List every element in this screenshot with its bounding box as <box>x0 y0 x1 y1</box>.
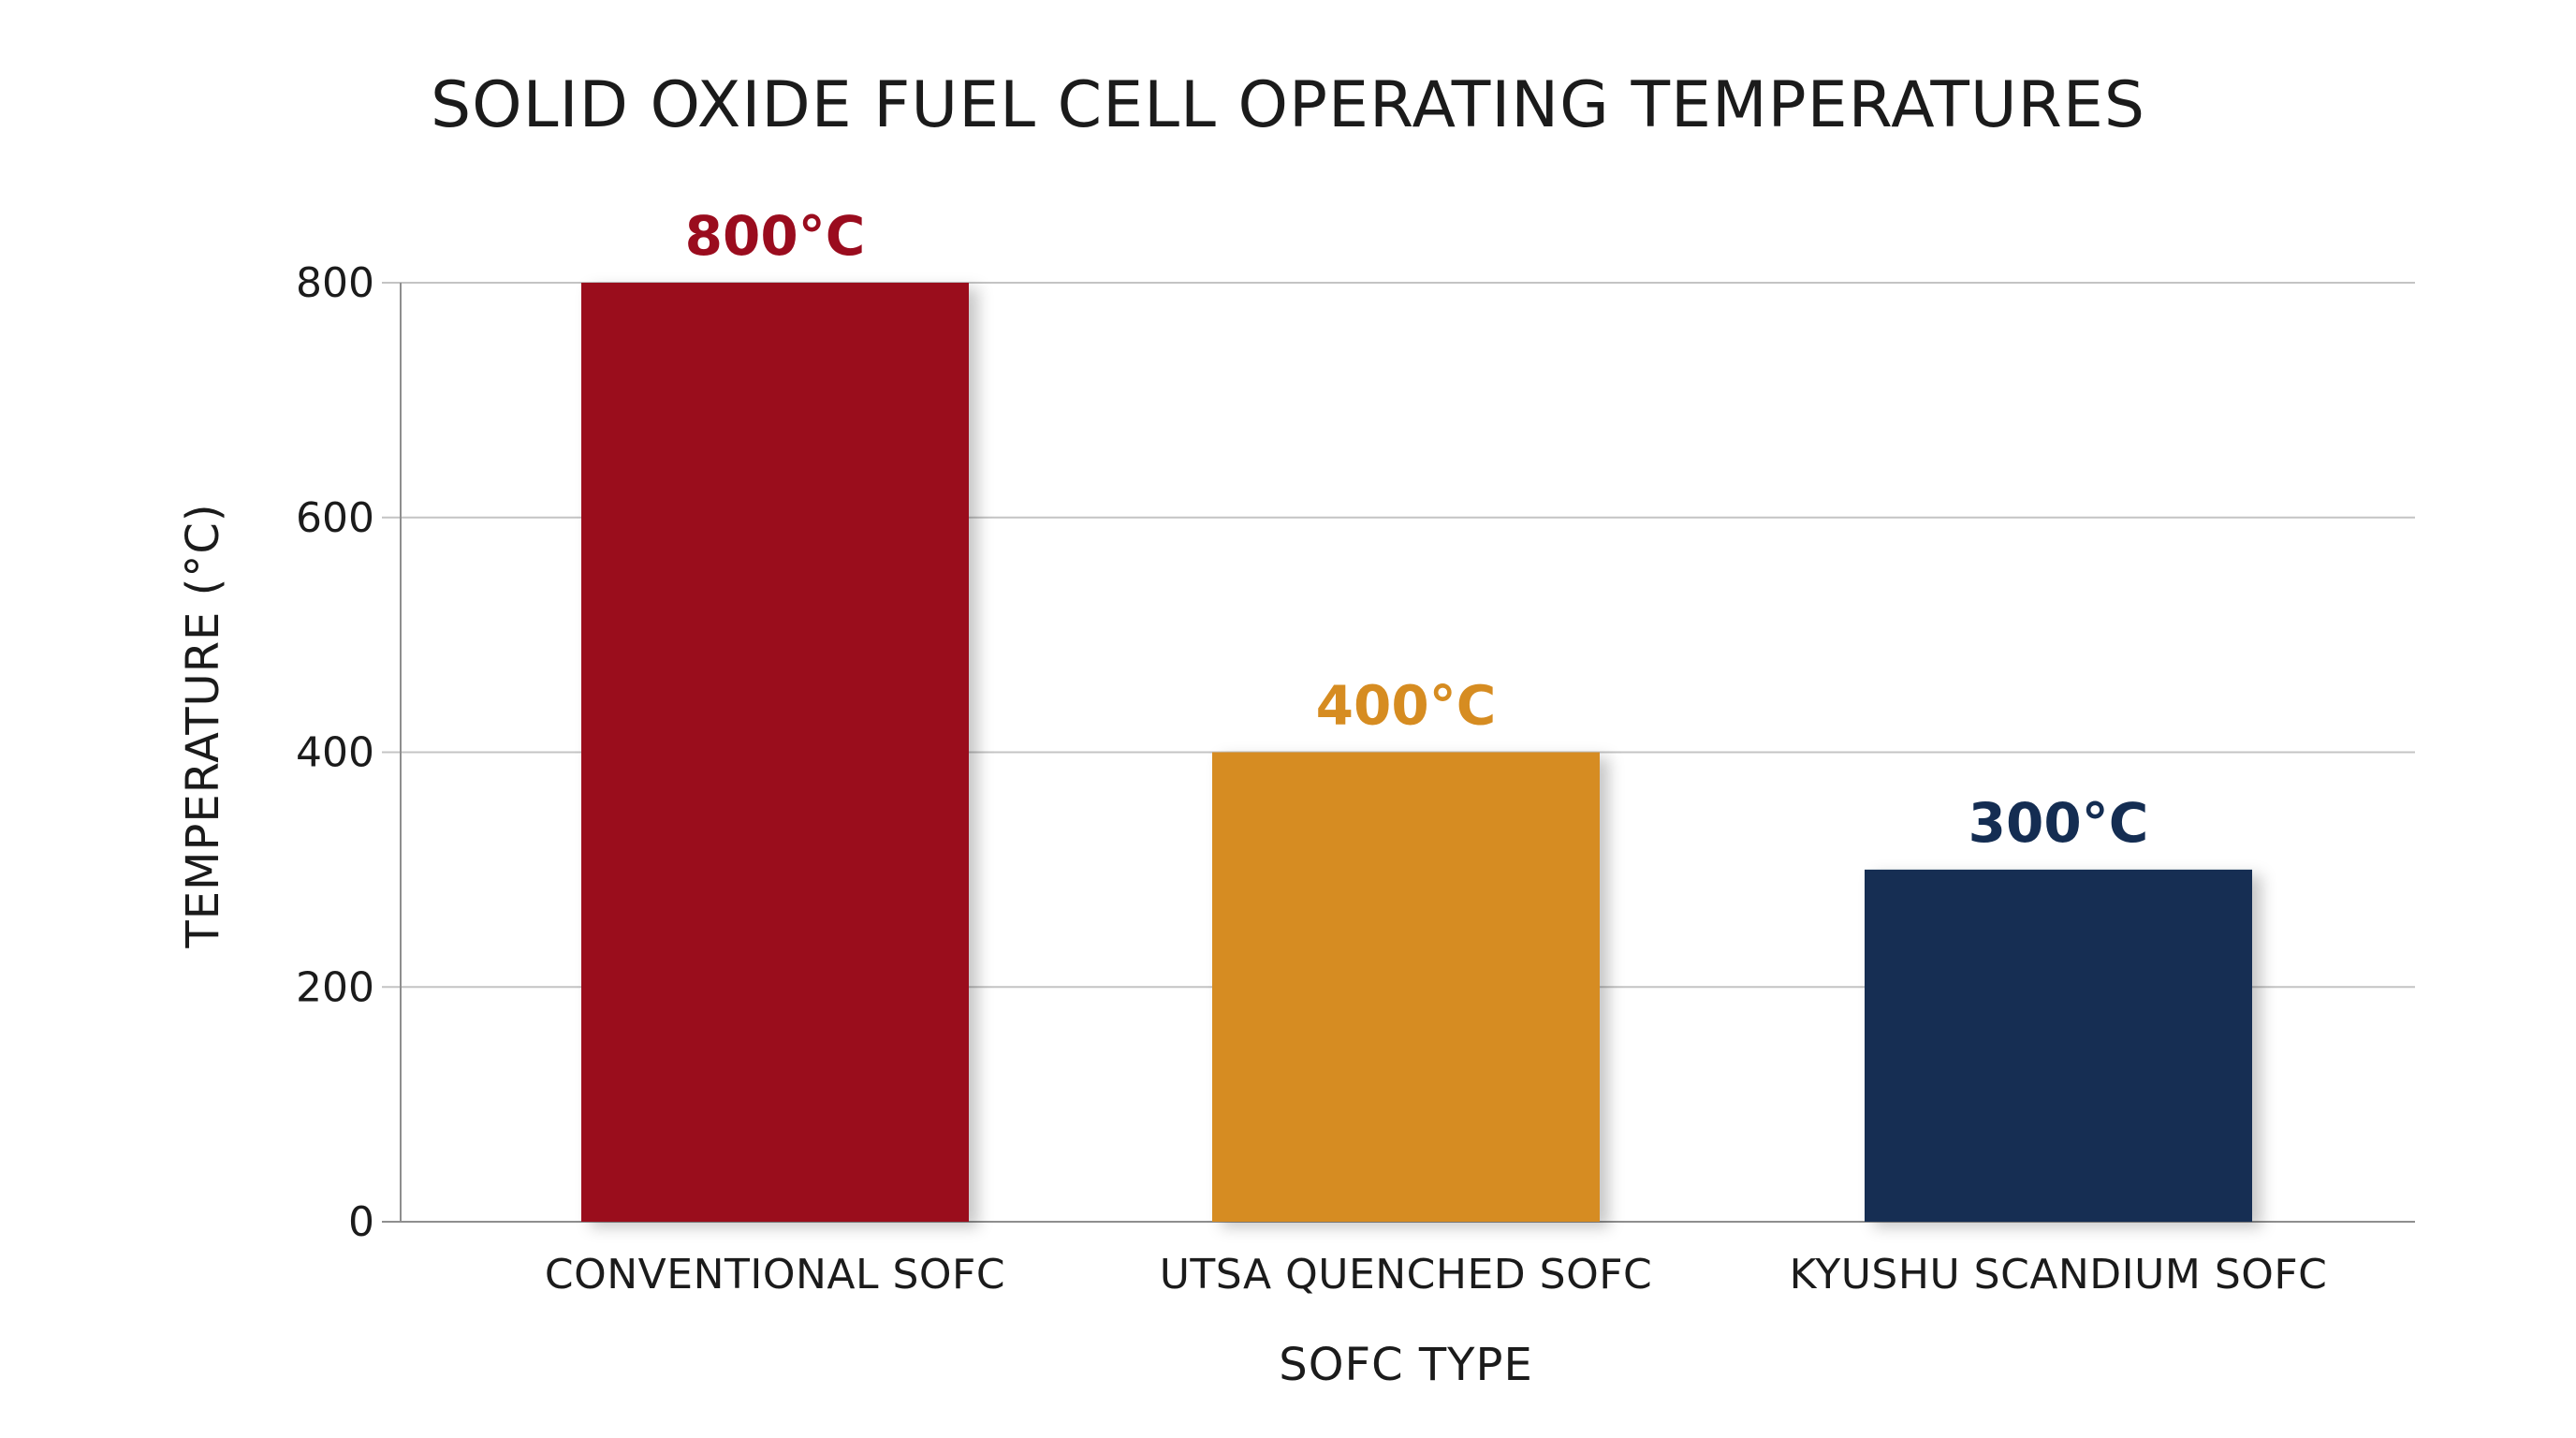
y-axis-title: TEMPERATURE (°C) <box>177 503 229 948</box>
bar-value-label: 400°C <box>1316 674 1497 738</box>
bar-value-label: 300°C <box>1969 791 2149 855</box>
x-tick-labels: CONVENTIONAL SOFC UTSA QUENCHED SOFC KYUSH… <box>545 1251 2328 1299</box>
y-tick-label: 600 <box>296 494 374 542</box>
x-tick-label: KYUSHU SCANDIUM SOFC <box>1790 1251 2328 1299</box>
y-tick-labels: 0 200 400 600 800 <box>296 259 374 1246</box>
x-tick-label: CONVENTIONAL SOFC <box>545 1251 1005 1299</box>
bar <box>1212 752 1600 1222</box>
data-labels: 800°C 400°C 300°C <box>685 204 2149 855</box>
bar <box>1865 869 2252 1222</box>
bars <box>581 283 2252 1222</box>
y-tick-label: 800 <box>296 259 374 307</box>
y-tick-label: 0 <box>348 1198 374 1246</box>
y-tick-label: 400 <box>296 729 374 777</box>
x-tick-label: UTSA QUENCHED SOFC <box>1160 1251 1653 1299</box>
chart-title: SOLID OXIDE FUEL CELL OPERATING TEMPERAT… <box>431 68 2145 142</box>
bar-value-label: 800°C <box>685 204 866 268</box>
x-axis-title: SOFC TYPE <box>1279 1339 1533 1391</box>
bar <box>581 283 969 1222</box>
y-tick-label: 200 <box>296 963 374 1011</box>
